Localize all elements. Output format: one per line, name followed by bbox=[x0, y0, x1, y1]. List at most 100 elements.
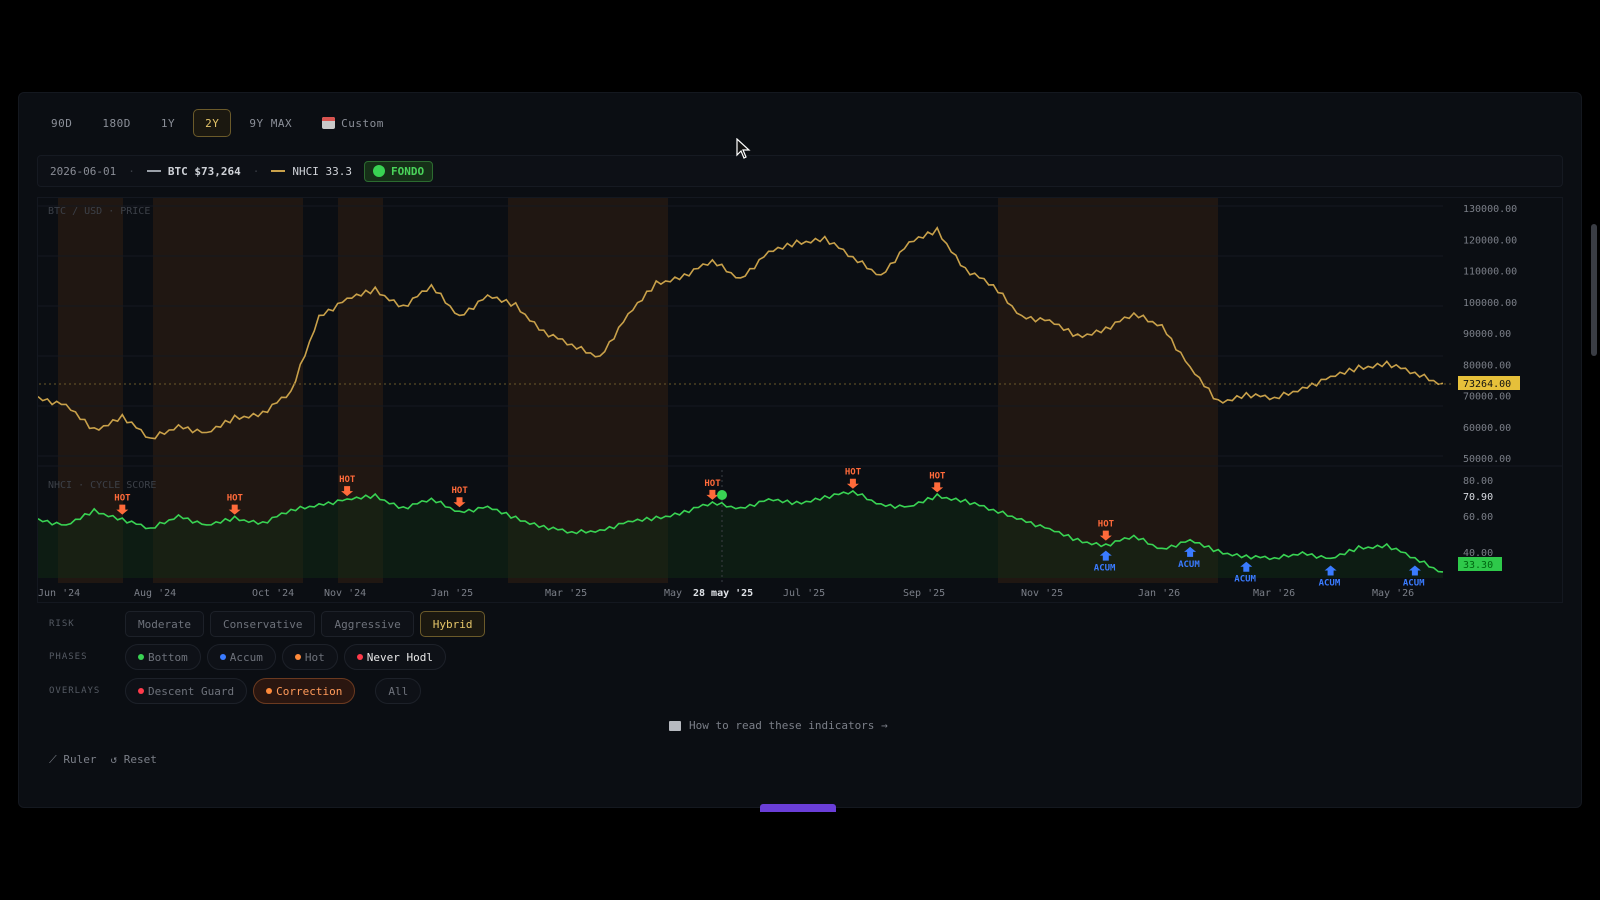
separator: · bbox=[128, 164, 135, 178]
svg-text:ACUM: ACUM bbox=[1403, 578, 1425, 588]
correction-bands bbox=[58, 198, 1218, 583]
acum-marker: ACUM bbox=[1234, 561, 1257, 585]
btc-line-swatch bbox=[146, 170, 161, 172]
risk-row: RISK Moderate Conservative Aggressive Hy… bbox=[49, 611, 486, 637]
hot-marker: HOT bbox=[452, 486, 469, 508]
svg-text:HOT: HOT bbox=[227, 494, 244, 504]
chart-container[interactable]: BTC / USD · PRICE NHCI · CYCLE SCORE 130… bbox=[37, 197, 1563, 603]
price-tick-label: 70000.00 bbox=[1463, 392, 1511, 403]
overlay-descent-guard-label: Descent Guard bbox=[148, 684, 235, 698]
tab-90d[interactable]: 90D bbox=[51, 116, 73, 130]
btc-legend: BTC $73,264 bbox=[146, 164, 241, 178]
page-scrollbar[interactable] bbox=[1591, 224, 1597, 356]
reset-label: Reset bbox=[123, 753, 157, 766]
overlay-descent-guard-toggle[interactable]: Descent Guard bbox=[125, 678, 248, 704]
svg-text:HOT: HOT bbox=[452, 486, 469, 496]
acum-marker: ACUM bbox=[1403, 565, 1425, 588]
risk-aggressive-button[interactable]: Aggressive bbox=[321, 611, 414, 637]
overlay-all-button[interactable]: All bbox=[375, 678, 422, 704]
x-tick-label: Nov '25 bbox=[1021, 588, 1063, 599]
last-price-badge bbox=[1458, 376, 1520, 390]
svg-text:ACUM: ACUM bbox=[1094, 564, 1116, 574]
risk-hybrid-button[interactable]: Hybrid bbox=[419, 611, 486, 637]
range-tabs: 90D 180D 1Y 2Y 9Y MAX Custom bbox=[39, 109, 396, 137]
crosshair-dot bbox=[717, 490, 727, 500]
tab-2y[interactable]: 2Y bbox=[193, 109, 232, 137]
phase-hot-toggle[interactable]: Hot bbox=[281, 644, 338, 670]
help-link[interactable]: How to read these indicators → bbox=[669, 719, 888, 732]
help-link-label: How to read these indicators → bbox=[689, 719, 888, 732]
grid bbox=[38, 205, 1562, 467]
tab-1y[interactable]: 1Y bbox=[160, 116, 176, 130]
overlay-correction-label: Correction bbox=[276, 684, 343, 698]
phase-bottom-toggle[interactable]: Bottom bbox=[125, 644, 201, 670]
risk-conservative-button[interactable]: Conservative bbox=[209, 611, 316, 637]
reset-button[interactable]: ↺ Reset bbox=[110, 753, 157, 766]
x-tick-label: Oct '24 bbox=[252, 588, 294, 599]
last-price-value: 73264.00 bbox=[1463, 379, 1511, 390]
orange-dot-icon bbox=[266, 688, 273, 694]
score-tick-label: 70.90 bbox=[1463, 492, 1493, 503]
score-tick-label: 60.00 bbox=[1463, 512, 1493, 523]
svg-text:ACUM: ACUM bbox=[1234, 575, 1256, 585]
nhci-score-line bbox=[38, 489, 1444, 573]
hot-marker: HOT bbox=[114, 494, 131, 515]
last-score-value: 33.30 bbox=[1463, 560, 1493, 571]
svg-text:HOT: HOT bbox=[845, 468, 862, 478]
svg-text:HOT: HOT bbox=[114, 494, 131, 504]
chart-svg[interactable]: BTC / USD · PRICE NHCI · CYCLE SCORE 130… bbox=[38, 198, 1563, 603]
ruler-button[interactable]: ⟋ Ruler bbox=[49, 753, 97, 766]
score-axis: 80.00 70.90 60.00 40.00 bbox=[1463, 476, 1493, 559]
phases-row: PHASES Bottom Accum Hot Never Hodl bbox=[49, 644, 446, 670]
x-tick-label: Jun '24 bbox=[38, 588, 80, 599]
svg-text:HOT: HOT bbox=[339, 475, 356, 485]
price-tick-label: 130000.00 bbox=[1463, 204, 1517, 215]
x-tick-label: May '26 bbox=[1372, 588, 1414, 599]
hot-marker: HOT bbox=[845, 468, 862, 489]
acum-marker: ACUM bbox=[1319, 565, 1341, 588]
price-tick-label: 110000.00 bbox=[1463, 267, 1517, 278]
phase-hot-label: Hot bbox=[304, 650, 325, 664]
phase-never-hodl-toggle[interactable]: Never Hodl bbox=[343, 644, 446, 670]
x-tick-label: Jan '26 bbox=[1138, 588, 1180, 599]
green-dot-icon bbox=[138, 654, 144, 660]
nhci-line-swatch bbox=[271, 170, 286, 172]
phase-badge-label: FONDO bbox=[390, 164, 425, 178]
price-axis: 130000.00 120000.00 110000.00 100000.00 9000… bbox=[1463, 204, 1517, 465]
score-tick-label: 80.00 bbox=[1463, 476, 1493, 487]
green-dot-icon bbox=[372, 165, 385, 177]
hot-marker: HOT bbox=[339, 475, 356, 497]
hot-marker: HOT bbox=[1098, 520, 1115, 541]
nhci-legend: NHCI 33.3 bbox=[271, 165, 352, 178]
phase-accum-toggle[interactable]: Accum bbox=[206, 644, 276, 670]
price-tick-label: 100000.00 bbox=[1463, 298, 1517, 309]
nhci-value: NHCI 33.3 bbox=[292, 164, 352, 178]
current-date: 2026-06-01 bbox=[50, 164, 117, 178]
bottom-handle[interactable] bbox=[760, 804, 836, 812]
price-tick-label: 90000.00 bbox=[1463, 329, 1511, 340]
score-tick-label: 40.00 bbox=[1463, 548, 1493, 559]
acum-marker: ACUM bbox=[1094, 550, 1116, 574]
risk-moderate-button[interactable]: Moderate bbox=[125, 611, 204, 637]
mouse-cursor-icon bbox=[736, 138, 751, 159]
tab-9y-max[interactable]: 9Y MAX bbox=[249, 116, 293, 130]
x-tick-label: Jan '25 bbox=[431, 588, 473, 599]
btc-price-line bbox=[38, 226, 1444, 440]
tab-custom[interactable]: Custom bbox=[310, 109, 396, 137]
phase-bottom-label: Bottom bbox=[148, 650, 188, 664]
svg-text:HOT: HOT bbox=[929, 471, 946, 481]
price-tick-label: 120000.00 bbox=[1463, 235, 1517, 246]
correction-band bbox=[508, 198, 668, 583]
tab-180d[interactable]: 180D bbox=[102, 116, 131, 130]
btc-value: BTC $73,264 bbox=[167, 164, 241, 178]
orange-dot-icon bbox=[294, 654, 301, 660]
acum-marker: ACUM bbox=[1178, 546, 1200, 570]
price-panel-title: BTC / USD · PRICE bbox=[48, 206, 150, 217]
red-dot-icon bbox=[138, 688, 144, 694]
price-tick-label: 60000.00 bbox=[1463, 423, 1511, 434]
phases-label: PHASES bbox=[49, 652, 88, 662]
x-tick-label: Jul '25 bbox=[783, 588, 825, 599]
overlay-correction-toggle[interactable]: Correction bbox=[253, 678, 356, 704]
overlays-label: OVERLAYS bbox=[49, 686, 101, 696]
x-axis: Jun '24 Aug '24 Oct '24 Nov '24 Jan '25 Mar '… bbox=[38, 588, 1414, 599]
